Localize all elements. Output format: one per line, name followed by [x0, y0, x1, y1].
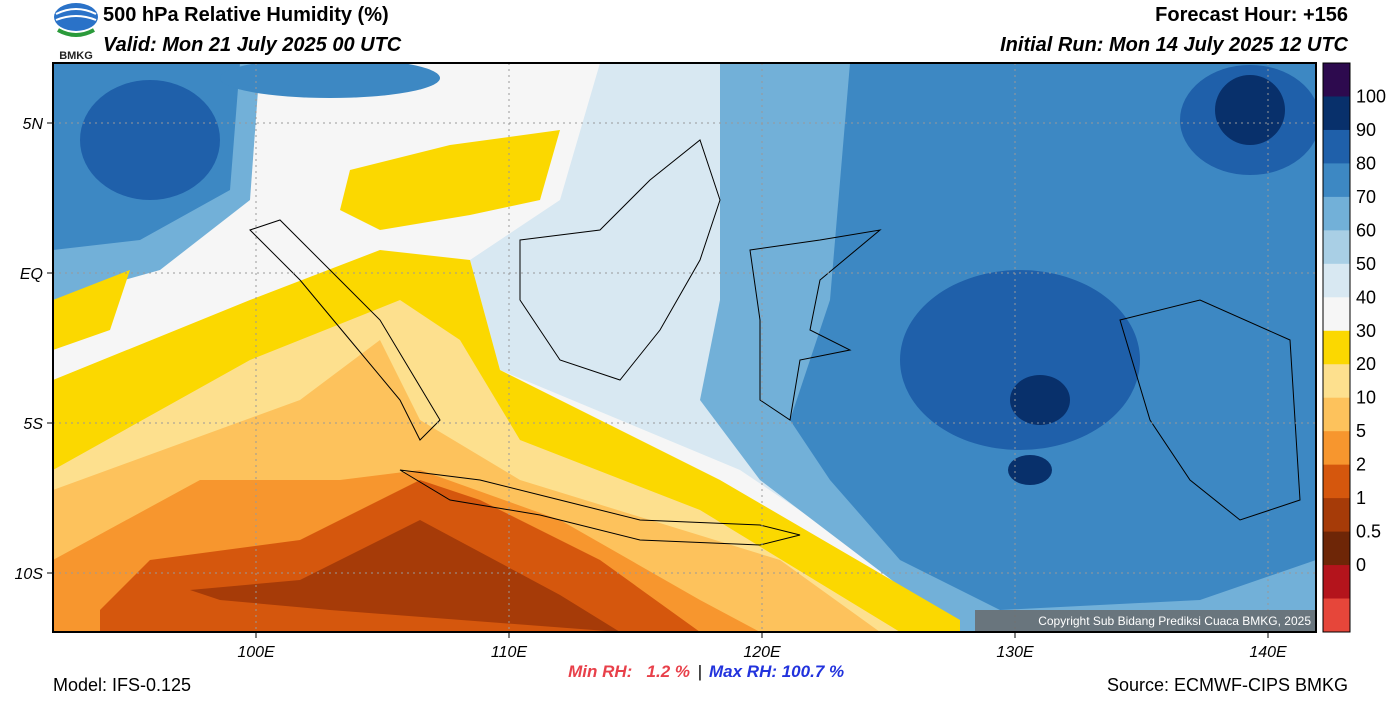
colorbar-swatch [1323, 565, 1350, 600]
colorbar-swatch [1323, 397, 1350, 432]
colorbar-swatch [1323, 196, 1350, 231]
lon-label: 100E [237, 644, 275, 661]
colorbar-swatch [1323, 598, 1350, 633]
colorbar-label: 0.5 [1356, 522, 1381, 542]
colorbar-label: 90 [1356, 120, 1376, 140]
lat-label: 5S [23, 416, 43, 433]
lon-label: 120E [743, 644, 781, 661]
lat-label: 5N [23, 116, 44, 133]
colorbar-label: 70 [1356, 187, 1376, 207]
colorbar-swatch [1323, 263, 1350, 298]
colorbar-label: 30 [1356, 321, 1376, 341]
colorbar-swatch [1323, 63, 1350, 97]
initial-run: Initial Run: Mon 14 July 2025 12 UTC [1000, 34, 1348, 56]
colorbar-swatch [1323, 330, 1350, 365]
max-rh: Max RH: 100.7 % [709, 662, 844, 681]
separator: | [698, 662, 702, 681]
map-frame [52, 62, 1317, 633]
colorbar-frame [1322, 62, 1351, 633]
graticule [53, 63, 1316, 632]
axes: 5N EQ 5S 10S 100E 110E 120E 130E 140E [15, 116, 1287, 661]
lon-label: 130E [996, 644, 1034, 661]
logo: BMKG [54, 3, 98, 62]
forecast-hour: Forecast Hour: +156 [1155, 4, 1348, 26]
colorbar-swatch [1323, 464, 1350, 499]
copyright: Copyright Sub Bidang Prediksi Cuaca BMKG… [1038, 614, 1311, 628]
lon-label: 110E [491, 644, 528, 661]
lat-label: 10S [15, 566, 44, 583]
min-rh: Min RH: 1.2 % [568, 662, 690, 681]
colorbar-swatch [1323, 531, 1350, 566]
colorbar: 100 90 80 70 60 50 40 30 20 10 5 2 1 0.5 0 [1322, 62, 1386, 633]
colorbar-label: 20 [1356, 354, 1376, 374]
colorbar-label: 10 [1356, 388, 1376, 408]
map-field: Copyright Sub Bidang Prediksi Cuaca BMKG… [53, 63, 1316, 632]
lat-label: EQ [20, 266, 43, 283]
colorbar-label: 50 [1356, 254, 1376, 274]
colorbar-swatch [1323, 129, 1350, 164]
logo-text: BMKG [59, 50, 93, 62]
colorbar-swatch [1323, 364, 1350, 399]
lon-label: 140E [1249, 644, 1287, 661]
model: Model: IFS-0.125 [53, 675, 191, 695]
colorbar-label: 60 [1356, 220, 1376, 240]
colorbar-swatch [1323, 431, 1350, 466]
colorbar-swatch [1323, 230, 1350, 265]
coastlines [249, 139, 1301, 546]
colorbar-swatch [1323, 498, 1350, 533]
colorbar-label: 40 [1356, 287, 1376, 307]
colorbar-label: 80 [1356, 153, 1376, 173]
colorbar-label: 0 [1356, 555, 1366, 575]
source: Source: ECMWF-CIPS BMKG [1107, 675, 1348, 695]
colorbar-swatch [1323, 297, 1350, 332]
colorbar-label: 2 [1356, 455, 1366, 475]
colorbar-swatch [1323, 163, 1350, 198]
colorbar-label: 1 [1356, 488, 1366, 508]
title: 500 hPa Relative Humidity (%) [103, 4, 389, 26]
colorbar-label: 100 [1356, 86, 1386, 106]
valid-time: Valid: Mon 21 July 2025 00 UTC [103, 34, 402, 56]
colorbar-swatch [1323, 96, 1350, 131]
colorbar-label: 5 [1356, 421, 1366, 441]
